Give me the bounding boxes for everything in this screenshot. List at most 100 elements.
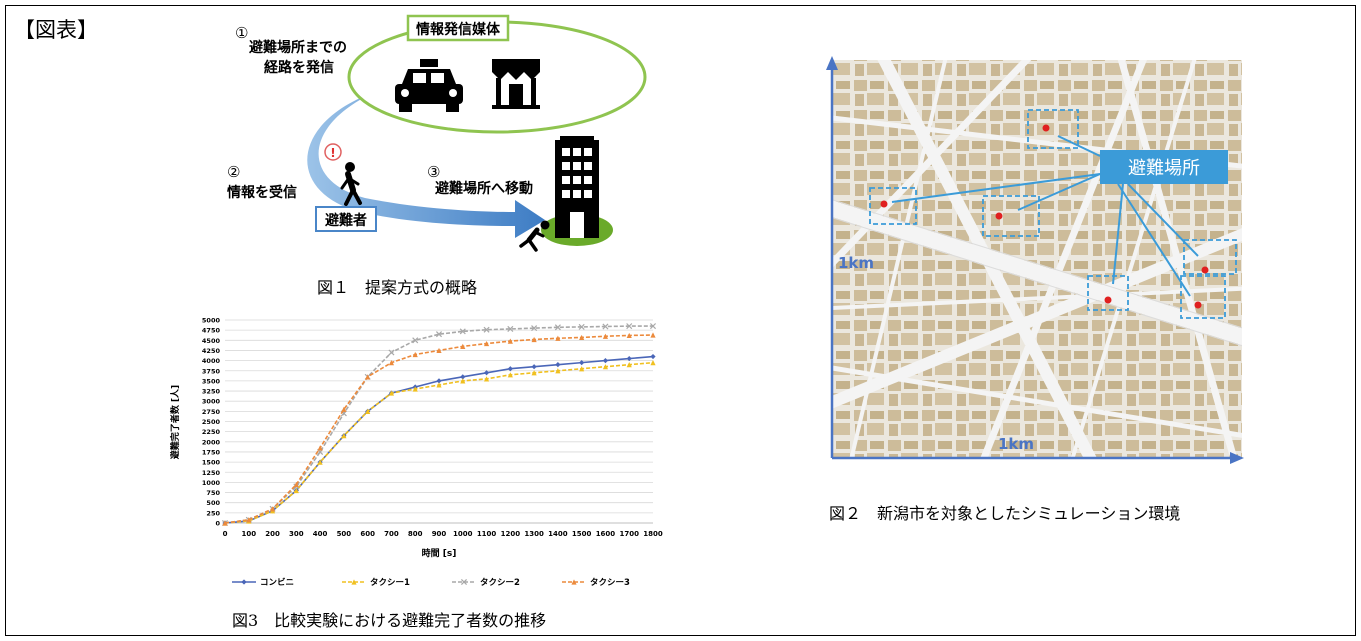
data-point [626, 355, 632, 362]
evacuee-label: 避難者 [325, 212, 367, 229]
legend-label: タクシー3 [590, 577, 630, 588]
chart-series [221, 323, 657, 527]
data-point [626, 332, 632, 339]
taxi-icon [395, 59, 463, 112]
data-point [507, 366, 513, 372]
map-base [832, 60, 1242, 458]
y-tick-label: 0 [215, 520, 220, 528]
y-tick-label: 500 [206, 499, 220, 507]
x-tick-label: 1800 [643, 530, 663, 538]
y-tick-label: 3500 [202, 377, 221, 385]
data-point [435, 331, 443, 338]
data-point [626, 323, 633, 330]
data-point [388, 349, 395, 356]
data-point [293, 487, 299, 494]
y-tick-label: 4250 [202, 347, 221, 355]
data-point [246, 517, 252, 523]
y-tick-label: 5000 [202, 317, 221, 325]
y-tick-label: 2000 [202, 438, 221, 446]
y-tick-label: 3250 [202, 388, 221, 396]
fig3-caption: 図3 比較実験における避難完了者数の推移 [232, 611, 547, 630]
data-point [341, 406, 347, 412]
data-point [412, 351, 418, 358]
chart-axes: 0250500750100012501500175020002250250027… [202, 317, 663, 539]
data-point [351, 579, 357, 585]
shelter-box-2 [869, 187, 917, 225]
x-tick-label: 0 [223, 530, 228, 538]
x-tick-label: 1400 [548, 530, 568, 538]
data-point [460, 578, 468, 586]
section-label: 【図表】 [14, 18, 98, 42]
data-point [412, 337, 419, 344]
series-line-3 [224, 325, 653, 524]
y-tick-label: 1000 [202, 479, 221, 487]
data-point [578, 323, 585, 330]
y-tick-label: 3000 [202, 398, 221, 406]
data-point [222, 520, 228, 526]
data-point [460, 378, 466, 384]
fig1-diagram: 情報発信媒体 ① 避難場所までの 経路を発信 ② 情報を受信 ③ 避難場所へ移動… [227, 14, 647, 252]
y-tick-label: 4750 [202, 327, 221, 335]
y-tick-label: 250 [206, 509, 220, 517]
x-tick-label: 1700 [619, 530, 639, 538]
x-tick-label: 600 [360, 530, 375, 538]
data-point [626, 362, 632, 368]
y-tick-label: 1750 [202, 448, 221, 456]
legend-label: タクシー2 [480, 577, 520, 588]
step3-number: ③ [427, 163, 440, 181]
x-tick-label: 300 [289, 530, 304, 538]
y-tick-label: 2500 [202, 418, 221, 426]
step3-text: 避難場所へ移動 [435, 180, 533, 197]
y-tick-label: 4000 [202, 357, 221, 365]
legend-label: タクシー1 [370, 577, 410, 588]
y-tick-label: 1500 [202, 459, 221, 467]
data-point [365, 408, 371, 414]
data-point [531, 325, 538, 332]
data-point [269, 506, 276, 512]
shelter-label: 避難場所 [1128, 158, 1200, 179]
data-point [602, 333, 609, 339]
x-tick-label: 200 [265, 530, 280, 538]
shelter-dots [880, 124, 1209, 309]
data-point [649, 323, 657, 330]
data-point [483, 326, 490, 333]
chart-legend: コンビニ タクシー1 タクシー2 タクシー3 [232, 577, 630, 588]
data-point [602, 364, 609, 370]
data-point [436, 382, 442, 388]
data-point [507, 372, 513, 378]
shelter-label-box [1100, 150, 1228, 184]
media-label: 情報発信媒体 [416, 21, 501, 38]
evacuee-label-box [315, 206, 377, 232]
x-tick-label: 500 [337, 530, 352, 538]
data-point [555, 362, 561, 368]
x-tick-label: 1300 [524, 530, 544, 538]
shelter-box-3 [982, 195, 1040, 237]
data-point [341, 433, 347, 439]
series-line-4 [224, 334, 654, 524]
chart-x-axis-title: 時間 [s] [422, 547, 457, 559]
data-point [554, 324, 561, 331]
data-point [317, 459, 323, 465]
step2-number: ② [227, 163, 240, 181]
x-tick-label: 1100 [477, 530, 497, 538]
data-point [531, 364, 537, 370]
data-point [460, 343, 466, 349]
data-point [241, 579, 247, 585]
data-point [579, 360, 585, 366]
data-point [531, 370, 537, 376]
running-person-icon [519, 220, 550, 252]
data-point [579, 334, 585, 341]
shelter-box-4 [1087, 275, 1129, 311]
data-point [365, 374, 371, 380]
data-point [293, 481, 299, 488]
chart-y-axis-title: 避難完了者数 [人] [169, 385, 181, 459]
x-tick-label: 1000 [453, 530, 473, 538]
data-point [602, 358, 609, 364]
alert-circle [324, 143, 342, 161]
data-point [388, 390, 395, 396]
walking-person-icon [340, 162, 362, 206]
shelter-pointers [891, 135, 1199, 297]
data-point [436, 347, 442, 354]
step1-number: ① [235, 24, 248, 42]
y-tick-label: 2750 [202, 408, 221, 416]
